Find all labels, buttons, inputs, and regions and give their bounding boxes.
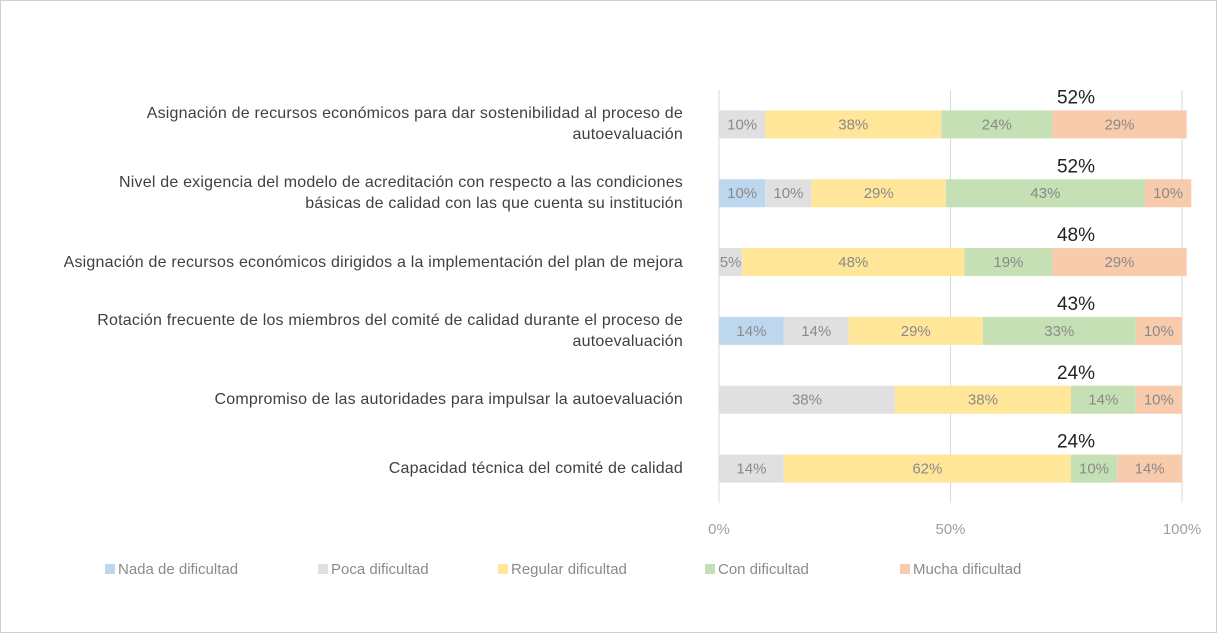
total-annotation: 52% [1057,87,1095,108]
x-tick-label: 100% [1163,521,1201,538]
legend-swatch [318,564,328,574]
bar-segment [1135,316,1182,345]
bar-segment [1070,385,1136,414]
category-label: Compromiso de las autoridades para impul… [214,391,683,409]
bar-segment [765,110,942,139]
category-label: Asignación de recursos económicos para d… [146,105,683,144]
data-label: 29% [1104,116,1134,133]
data-label: 38% [792,392,822,409]
category-label-wrap: Capacidad técnica del comité de calidad [20,429,683,509]
legend-label: Con dificultad [718,561,809,578]
category-label: Nivel de exigencia del modelo de acredit… [119,174,683,213]
category-label-box: Nivel de exigencia del modelo de acredit… [20,153,683,233]
category-label-box: Capacidad técnica del comité de calidad [20,429,683,509]
bar-segment [945,179,1145,208]
bar-segment [1117,454,1182,483]
data-label: 14% [801,323,831,340]
data-label: 10% [1144,392,1174,409]
bar-segment [982,316,1136,345]
data-label: 14% [1088,392,1118,409]
category-label: Capacidad técnica del comité de calidad [388,460,683,478]
bar-segment [783,316,849,345]
bar-segment [742,248,965,277]
data-label: 14% [736,323,766,340]
bar-segment [1144,179,1192,208]
category-label-wrap: Asignación de recursos económicos dirigi… [20,222,683,302]
data-label: 10% [773,185,803,202]
bar-segment [719,385,895,414]
x-tick-label: 0% [708,521,730,538]
data-label: 10% [727,185,757,202]
category-label-wrap: Nivel de exigencia del modelo de acredit… [20,153,683,233]
bar-segment [964,248,1053,277]
bar-segment [719,316,784,345]
category-label-box: Asignación de recursos económicos para d… [20,84,683,164]
bar-segment [941,110,1053,139]
bar-segment [811,179,946,208]
bar-segment [719,248,743,277]
total-annotation: 48% [1057,225,1095,246]
legend-swatch [900,564,910,574]
legend-swatch [498,564,508,574]
legend-label: Nada de dificultad [118,561,238,578]
data-label: 38% [838,116,868,133]
category-label: Rotación frecuente de los miembros del c… [97,311,683,350]
data-label: 14% [1135,461,1165,478]
total-annotation: 52% [1057,156,1095,177]
bar-segment [719,110,766,139]
category-label-box: Asignación de recursos económicos dirigi… [20,222,683,302]
data-label: 38% [968,392,998,409]
category-label-wrap: Rotación frecuente de los miembros del c… [20,291,683,371]
legend-label: Regular dificultad [511,561,627,578]
x-tick-label: 50% [935,521,965,538]
data-label: 62% [912,461,942,478]
bar-segment [1135,385,1182,414]
total-annotation: 24% [1057,432,1095,453]
legend-swatch [105,564,115,574]
bar-segment [1052,248,1187,277]
data-label: 10% [1144,323,1174,340]
total-annotation: 24% [1057,363,1095,384]
category-label-wrap: Asignación de recursos económicos para d… [20,84,683,164]
bar-segment [719,179,766,208]
bar-segment [765,179,812,208]
data-label: 29% [864,185,894,202]
bar-segment [848,316,983,345]
data-label: 29% [1104,254,1134,271]
category-label-box: Compromiso de las autoridades para impul… [20,360,683,440]
data-label: 10% [1079,461,1109,478]
legend-swatch [705,564,715,574]
data-label: 5% [720,254,742,271]
data-label: 10% [727,116,757,133]
bar-segment [719,454,784,483]
legend-label: Poca dificultad [331,561,429,578]
bar-segment [1052,110,1187,139]
data-label: 10% [1153,185,1183,202]
bar-segment [783,454,1071,483]
category-label: Asignación de recursos económicos dirigi… [63,253,683,271]
data-label: 24% [982,116,1012,133]
category-label-wrap: Compromiso de las autoridades para impul… [20,360,683,440]
total-annotation: 43% [1057,294,1095,315]
data-label: 19% [993,254,1023,271]
legend-label: Mucha dificultad [913,561,1021,578]
bar-segment [894,385,1071,414]
data-label: 29% [901,323,931,340]
data-label: 43% [1030,185,1060,202]
data-label: 14% [736,461,766,478]
bar-segment [1070,454,1118,483]
data-label: 33% [1044,323,1074,340]
data-label: 48% [838,254,868,271]
category-label-box: Rotación frecuente de los miembros del c… [20,291,683,371]
